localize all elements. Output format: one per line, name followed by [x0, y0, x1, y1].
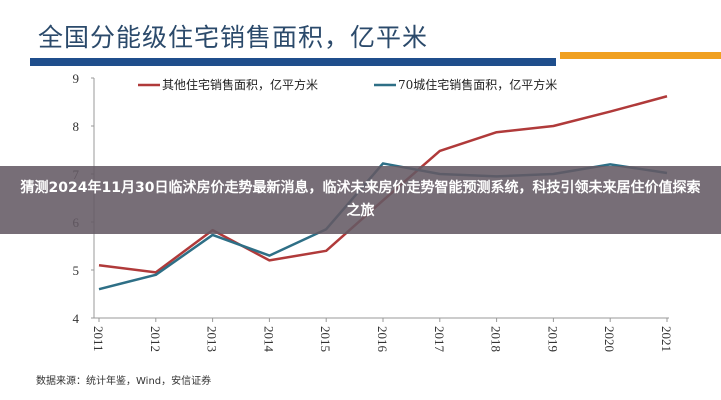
- headline-banner[interactable]: 猜测2024年11月30日临沭房价走势最新消息，临沭未来房价走势智能预测系统，科…: [0, 166, 721, 234]
- x-tick-label: 2015: [318, 326, 333, 352]
- headline-text: 猜测2024年11月30日临沭房价走势最新消息，临沭未来房价走势智能预测系统，科…: [20, 180, 701, 219]
- x-tick-label: 2014: [261, 326, 276, 353]
- title-underline-bar: [30, 58, 556, 66]
- y-tick-label: 4: [73, 311, 80, 326]
- y-tick-label: 9: [73, 71, 80, 86]
- legend-label: 其他住宅销售面积，亿平方米: [162, 77, 318, 92]
- x-tick-label: 2011: [91, 326, 106, 352]
- x-tick-label: 2019: [545, 326, 560, 352]
- x-tick-label: 2012: [148, 326, 163, 352]
- chart-title: 全国分能级住宅销售面积，亿平米: [38, 23, 429, 52]
- title-accent-bar: [560, 52, 721, 59]
- x-tick-label: 2017: [432, 326, 447, 353]
- x-tick-label: 2020: [602, 326, 617, 352]
- x-tick-label: 2013: [205, 326, 220, 352]
- y-tick-label: 5: [73, 263, 80, 278]
- x-tick-label: 2018: [489, 326, 504, 352]
- legend-label: 70城住宅销售面积，亿平方米: [398, 77, 557, 92]
- x-tick-label: 2016: [375, 326, 390, 353]
- x-tick-label: 2021: [659, 326, 674, 352]
- y-tick-label: 8: [73, 119, 80, 134]
- data-source: 数据来源：统计年鉴，Wind，安信证券: [36, 376, 212, 387]
